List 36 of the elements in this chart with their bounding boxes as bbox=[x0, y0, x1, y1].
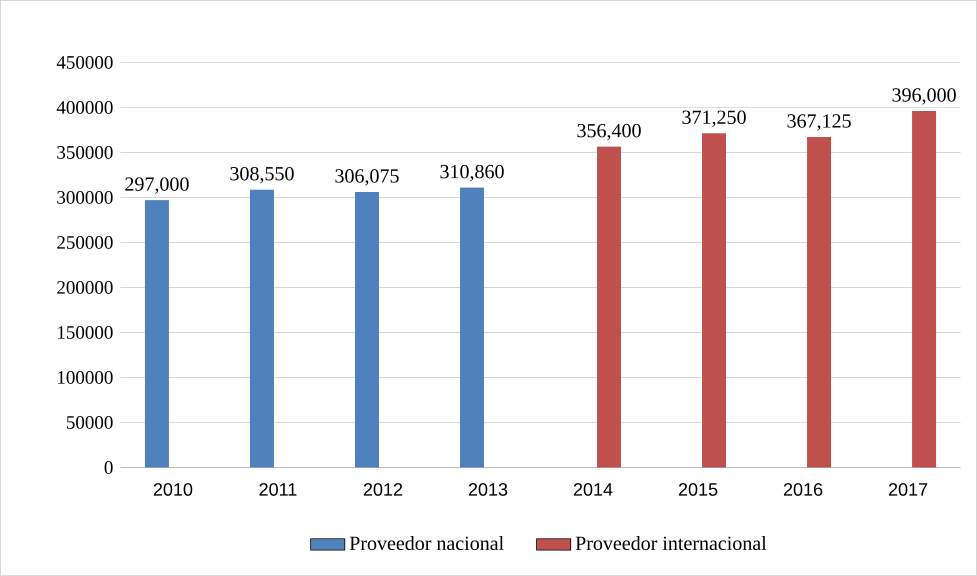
bar bbox=[460, 188, 484, 468]
legend-label: Proveedor nacional bbox=[350, 536, 504, 550]
x-tick-label: 2017 bbox=[888, 483, 928, 496]
data-label: 396,000 bbox=[892, 88, 956, 105]
y-tick-label: 300000 bbox=[57, 191, 113, 204]
data-label: 356,400 bbox=[577, 124, 641, 140]
bar bbox=[912, 111, 936, 468]
x-tick-label: 2011 bbox=[260, 483, 296, 496]
x-tick-label: 2014 bbox=[574, 483, 612, 496]
bar bbox=[354, 192, 379, 468]
y-tick-label: 350000 bbox=[57, 146, 113, 159]
y-tick-label: 450000 bbox=[56, 56, 113, 69]
bar bbox=[702, 133, 726, 468]
y-tick-label: 0 bbox=[104, 461, 113, 474]
x-tick-label: 2015 bbox=[678, 483, 718, 496]
bar bbox=[250, 190, 274, 468]
y-tick-label: 100000 bbox=[58, 371, 113, 384]
data-label: 310,860 bbox=[440, 164, 504, 182]
data-label: 367,125 bbox=[788, 114, 851, 131]
legend-label: Proveedor internacional bbox=[576, 536, 766, 550]
y-tick-label: 150000 bbox=[58, 326, 113, 339]
x-tick-label: 2012 bbox=[364, 483, 402, 496]
data-label: 306,075 bbox=[335, 169, 399, 186]
bar bbox=[597, 146, 622, 468]
y-tick-label: 400000 bbox=[56, 101, 113, 114]
x-tick-label: 2010 bbox=[154, 483, 192, 496]
y-tick-label: 50000 bbox=[66, 416, 113, 429]
x-tick-label: 2016 bbox=[784, 483, 822, 496]
data-label: 297,000 bbox=[125, 177, 189, 194]
bar bbox=[807, 137, 832, 468]
x-tick-label: 2013 bbox=[468, 483, 508, 496]
data-label: 371,250 bbox=[682, 110, 746, 127]
y-tick-label: 200000 bbox=[57, 281, 113, 294]
y-tick-label: 250000 bbox=[57, 236, 113, 249]
data-label: 308,550 bbox=[230, 166, 294, 184]
bar bbox=[144, 200, 169, 468]
